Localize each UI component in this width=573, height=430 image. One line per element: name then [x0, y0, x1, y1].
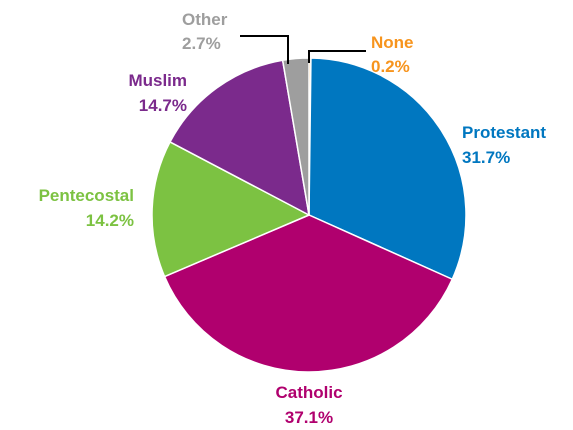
label-pentecostal: Pentecostal 14.2% — [39, 186, 134, 230]
label-other: Other 2.7% — [182, 10, 228, 53]
leader-line-other — [240, 35, 289, 64]
label-muslim-value: 14.7% — [139, 96, 187, 115]
label-none: None 0.2% — [371, 33, 414, 76]
label-catholic-value: 37.1% — [285, 408, 333, 427]
label-protestant-name: Protestant — [462, 123, 546, 142]
label-none-value: 0.2% — [371, 57, 410, 76]
label-pentecostal-value: 14.2% — [86, 211, 134, 230]
label-muslim-name: Muslim — [128, 71, 187, 90]
label-other-value: 2.7% — [182, 34, 221, 53]
leader-line-none — [308, 50, 366, 63]
label-other-name: Other — [182, 10, 228, 29]
pie-slices — [151, 57, 467, 373]
slice-catholic — [163, 214, 453, 373]
label-none-name: None — [371, 33, 414, 52]
leader-lines — [240, 35, 366, 64]
slice-pentecostal — [151, 141, 310, 278]
label-catholic: Catholic 37.1% — [275, 383, 342, 427]
slice-muslim — [169, 59, 310, 216]
label-muslim: Muslim 14.7% — [128, 71, 187, 115]
label-protestant-value: 31.7% — [462, 148, 510, 167]
label-pentecostal-name: Pentecostal — [39, 186, 134, 205]
label-protestant: Protestant 31.7% — [462, 123, 546, 167]
slice-protestant — [308, 57, 467, 280]
label-catholic-name: Catholic — [275, 383, 342, 402]
